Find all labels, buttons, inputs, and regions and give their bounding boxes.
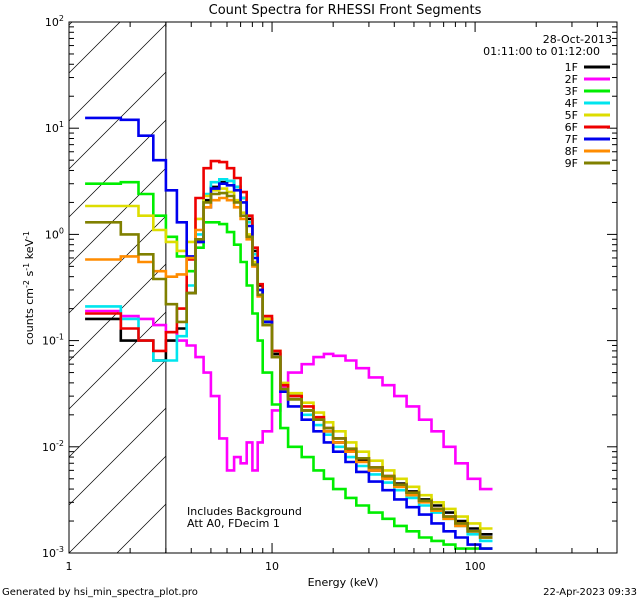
y-label-exp2: -1: [22, 263, 31, 271]
generated-by-label: Generated by hsi_min_spectra_plot.pro: [2, 587, 198, 598]
x-tick-label: 100: [465, 560, 486, 573]
y-label-end: keV: [23, 239, 36, 263]
legend-label-5F: 5F: [565, 109, 578, 122]
legend-label-3F: 3F: [565, 85, 578, 98]
y-tick-exp: -1: [56, 333, 64, 342]
y-axis-label: counts cm-2 s-1 keV-1: [22, 231, 36, 345]
x-axis: 1 10 100: [66, 22, 618, 573]
series-group: [85, 116, 493, 550]
annotation-attenuator: Att A0, FDecim 1: [187, 517, 280, 530]
y-tick-label: 10-2: [42, 439, 64, 454]
annotation-background: Includes Background: [187, 505, 302, 518]
legend-label-1F: 1F: [565, 61, 578, 74]
legend-label-2F: 2F: [565, 73, 578, 86]
y-tick-exp: -2: [56, 439, 64, 448]
y-tick-base: 10: [42, 335, 56, 348]
chart-title: Count Spectra for RHESSI Front Segments: [209, 3, 482, 18]
hatch-line: [69, 22, 169, 122]
y-tick-label: 10-3: [42, 545, 64, 560]
hatch-mask: [165, 22, 617, 553]
y-tick-label: 102: [45, 14, 64, 29]
x-axis-label: Energy (keV): [308, 576, 379, 589]
time-range-label: 01:11:00 to 01:12:00: [483, 45, 600, 58]
x-tick-label: 10: [265, 560, 279, 573]
y-tick-base: 10: [42, 441, 56, 454]
series-3F: [85, 180, 493, 550]
y-tick-base: 10: [45, 16, 59, 29]
y-tick-label: 101: [45, 120, 64, 135]
y-tick-label: 10-1: [42, 333, 64, 348]
y-tick-base: 10: [42, 547, 56, 560]
y-tick-base: 10: [45, 122, 59, 135]
y-tick-base: 10: [45, 228, 59, 241]
y-label-exp1: -2: [22, 280, 31, 288]
background-hatch-region: [0, 22, 617, 553]
legend-label-6F: 6F: [565, 121, 578, 134]
y-tick-exp: -3: [56, 545, 64, 554]
legend-label-7F: 7F: [565, 133, 578, 146]
y-label-main: counts cm: [23, 288, 36, 345]
hatch-line: [69, 22, 121, 74]
date-label: 28-Oct-2013: [543, 33, 612, 46]
y-tick-exp: 1: [59, 120, 64, 129]
legend-label-9F: 9F: [565, 157, 578, 170]
y-tick-label: 100: [45, 226, 64, 241]
y-label-mid: s: [23, 270, 36, 279]
y-tick-exp: 0: [59, 226, 64, 235]
hatch-line: [69, 22, 73, 26]
legend-label-8F: 8F: [565, 145, 578, 158]
x-tick-label: 1: [66, 560, 73, 573]
timestamp-label: 22-Apr-2023 09:33: [543, 587, 637, 598]
y-tick-exp: 2: [59, 14, 64, 23]
hatch-line: [0, 22, 24, 553]
hatch-line: [69, 22, 217, 170]
series-9F: [85, 191, 493, 539]
series-2F: [85, 309, 493, 491]
plot-frame: [68, 21, 618, 554]
y-label-exp3: -1: [22, 231, 31, 239]
legend-label-4F: 4F: [565, 97, 578, 110]
